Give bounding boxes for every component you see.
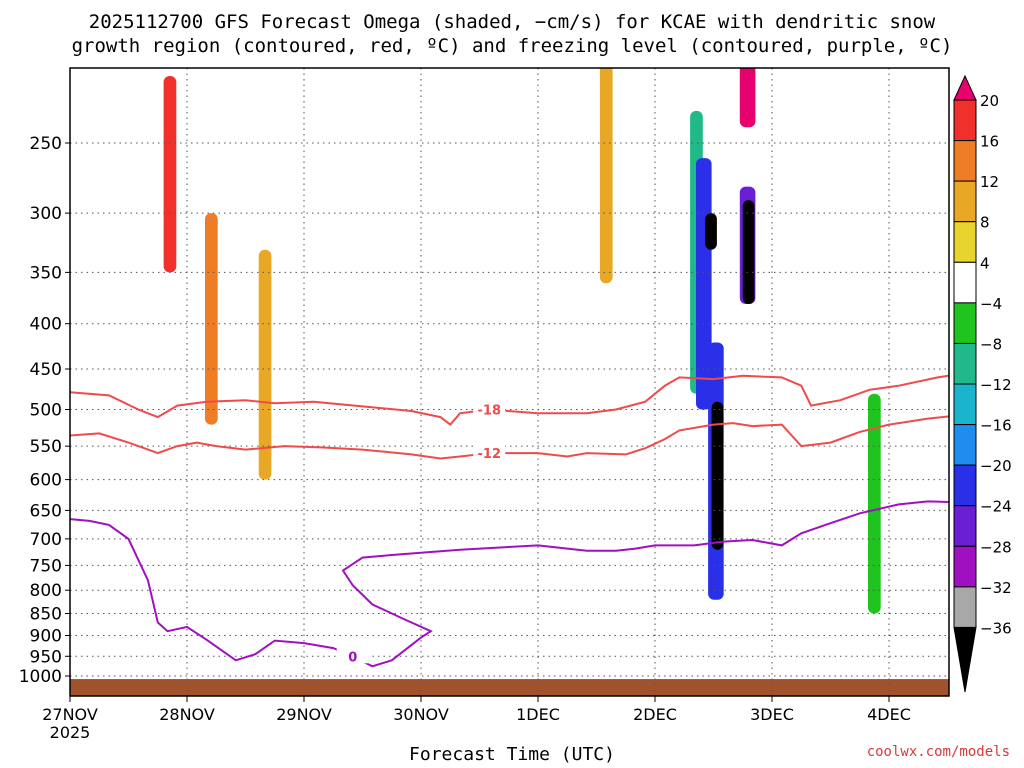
- y-tick-label: 950: [30, 647, 62, 667]
- x-tick-sublabel: 2025: [50, 723, 91, 742]
- omega-cell: [705, 213, 717, 250]
- y-tick-label: 1000: [19, 667, 62, 687]
- contour-label: -12: [478, 447, 502, 462]
- colorbar-label: 20: [980, 92, 999, 110]
- y-tick-label: 350: [30, 263, 62, 283]
- omega-shading: [163, 68, 881, 614]
- colorbar-swatch: [953, 99, 977, 142]
- contour-label: -18: [478, 404, 502, 419]
- colorbar-swatch: [953, 505, 977, 547]
- colorbar-swatch: [953, 545, 977, 588]
- y-tick-label: 850: [30, 605, 62, 625]
- y-tick-label: 900: [30, 626, 62, 646]
- omega-cell: [742, 200, 755, 304]
- omega-cell: [599, 68, 613, 284]
- colorbar-label: −32: [980, 579, 1012, 597]
- x-tick-label: 3DEC: [750, 705, 794, 724]
- y-tick-label: 500: [30, 401, 62, 421]
- contour--12: [70, 415, 949, 460]
- colorbar-label: 16: [980, 133, 999, 151]
- contour--18: [70, 374, 949, 426]
- colorbar-swatch: [953, 140, 977, 182]
- omega-cell: [205, 213, 218, 425]
- colorbar-label: 8: [980, 214, 990, 232]
- colorbar-label: −20: [980, 457, 1012, 475]
- x-tick-label: 29NOV: [276, 705, 332, 724]
- colorbar-arrow-bottom: [953, 626, 977, 693]
- colorbar-label: −8: [980, 335, 1002, 353]
- omega-cell: [258, 249, 272, 480]
- colorbar-label: 12: [980, 173, 999, 191]
- colorbar-label: −36: [980, 619, 1012, 637]
- y-tick-label: 400: [30, 315, 62, 335]
- y-tick-label: 800: [30, 581, 62, 601]
- contour-label: 0: [348, 650, 357, 665]
- y-tick-label: 300: [30, 204, 62, 224]
- y-tick-label: 750: [30, 556, 62, 576]
- plot-frame: [69, 67, 950, 697]
- y-tick-label: 550: [30, 437, 62, 457]
- contour-label-bg: [336, 647, 369, 664]
- credit-link[interactable]: coolwx.com/models: [866, 744, 1010, 760]
- contour-label-bg: [473, 444, 506, 461]
- x-tick-label: 30NOV: [393, 705, 449, 724]
- ground-fill: [70, 679, 949, 696]
- colorbar-swatch: [953, 180, 977, 223]
- omega-cell: [739, 68, 756, 128]
- y-tick-label: 450: [30, 360, 62, 380]
- colorbar-swatch: [953, 383, 977, 426]
- y-axis: 2503003504004505005506006507007508008509…: [19, 134, 70, 687]
- colorbar-label: −12: [980, 376, 1012, 394]
- colorbar-swatch: [953, 586, 977, 629]
- omega-cell: [163, 76, 177, 273]
- x-tick-label: 27NOV: [42, 705, 98, 724]
- colorbar-swatch: [953, 342, 977, 385]
- x-tick-label: 2DEC: [633, 705, 677, 724]
- contour-lines: -18 -12 0: [70, 374, 949, 668]
- ground-surface: [70, 679, 949, 696]
- omega-cell: [711, 401, 724, 550]
- x-tick-label: 4DEC: [867, 705, 911, 724]
- y-tick-label: 250: [30, 134, 62, 154]
- colorbar-swatch: [953, 424, 977, 466]
- y-tick-label: 700: [30, 530, 62, 550]
- omega-cell: [868, 393, 881, 614]
- colorbar-label: 4: [980, 254, 990, 272]
- y-tick-label: 650: [30, 501, 62, 521]
- colorbar-swatch: [953, 221, 977, 263]
- colorbar-arrow-top: [953, 74, 977, 101]
- chart-title-line2: growth region (contoured, red, ºC) and f…: [71, 35, 953, 57]
- colorbar-label: −4: [980, 295, 1002, 313]
- colorbar-label: −24: [980, 498, 1012, 516]
- contour-label-bg: [473, 400, 506, 417]
- colorbar-label: −28: [980, 538, 1012, 556]
- colorbar-swatch: [953, 302, 977, 344]
- x-tick-label: 28NOV: [159, 705, 215, 724]
- x-tick-label: 1DEC: [516, 705, 560, 724]
- x-axis-label: Forecast Time (UTC): [409, 744, 615, 765]
- colorbar-label: −16: [980, 417, 1012, 435]
- y-tick-label: 600: [30, 471, 62, 491]
- colorbar-swatch: [953, 464, 977, 507]
- colorbar: 20 16 12 8 4 −4 −8 −12 −16 −20 −24 −28 −32 −36: [953, 74, 1012, 693]
- colorbar-swatch: [953, 261, 977, 304]
- chart-title-line1: 2025112700 GFS Forecast Omega (shaded, −…: [88, 11, 936, 33]
- contour-0: [70, 500, 949, 668]
- grid-lines: [70, 68, 949, 696]
